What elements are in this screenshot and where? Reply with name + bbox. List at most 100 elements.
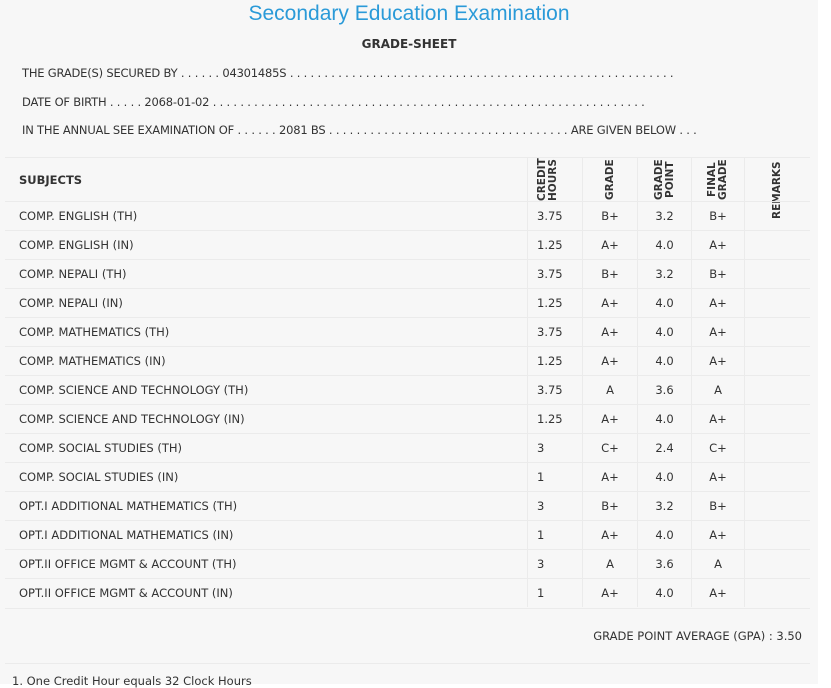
table-cell: A — [691, 550, 744, 578]
table-cell: A+ — [691, 521, 744, 549]
table-cell: 4.0 — [637, 405, 691, 433]
table-cell: A — [582, 376, 637, 404]
remarks-cell — [744, 260, 810, 288]
table-cell: COMP. MATHEMATICS (TH) — [19, 325, 170, 339]
table-cell: 1.25 — [527, 231, 582, 259]
table-cell: A+ — [582, 289, 637, 317]
grade-table: SUBJECTS CREDIT HOURS GRADE GRADE POINT FINA… — [5, 157, 810, 607]
table-cell: 3 — [527, 550, 582, 578]
column-header-cell: GRADE POINT — [637, 158, 691, 201]
table-cell: A+ — [691, 347, 744, 375]
table-cell: 3.6 — [637, 376, 691, 404]
table-cell: 4.0 — [637, 231, 691, 259]
table-cell: 3.75 — [527, 260, 582, 288]
remarks-cell — [744, 550, 810, 578]
remarks-cell — [744, 405, 810, 433]
remarks-cell — [744, 376, 810, 404]
table-row: OPT.II OFFICE MGMT & ACCOUNT (IN) 1 A+ 4.0 A… — [5, 578, 810, 607]
table-cell: OPT.I ADDITIONAL MATHEMATICS (TH) — [19, 499, 238, 513]
table-row: COMP. SCIENCE AND TECHNOLOGY (IN) 1.25 A+ 4… — [5, 404, 810, 433]
table-cell: COMP. NEPALI (TH) — [19, 267, 127, 281]
table-row: COMP. NEPALI (TH) 3.75 B+ 3.2 B+ — [5, 259, 810, 288]
remarks-cell — [744, 318, 810, 346]
remarks-cell — [744, 289, 810, 317]
table-cell: 3.2 — [637, 260, 691, 288]
table-cell: B+ — [691, 202, 744, 230]
column-header: SUBJECTS — [19, 172, 83, 187]
column-header: CREDIT HOURS — [536, 157, 559, 201]
gpa: GRADE POINT AVERAGE (GPA) : 3.50 — [593, 629, 802, 643]
table-cell: 3.75 — [527, 376, 582, 404]
table-row: COMP. ENGLISH (TH) 3.75 B+ 3.2 B+ — [5, 201, 810, 230]
table-cell: A — [582, 550, 637, 578]
table-cell: B+ — [582, 492, 637, 520]
table-cell: COMP. SOCIAL STUDIES (IN) — [19, 470, 179, 484]
column-header: GRADE POINT — [652, 159, 676, 200]
table-cell: 4.0 — [637, 289, 691, 317]
table-cell: A+ — [582, 579, 637, 607]
table-cell: A+ — [691, 231, 744, 259]
note: 1. One Credit Hour equals 32 Clock Hours — [12, 674, 252, 688]
table-cell: 4.0 — [637, 347, 691, 375]
table-cell: A+ — [691, 289, 744, 317]
gpa-row: GRADE POINT AVERAGE (GPA) : 3.50 — [5, 608, 810, 664]
table-cell: A+ — [691, 318, 744, 346]
table-cell: 1.25 — [527, 405, 582, 433]
title: Secondary Education Examination — [248, 2, 570, 25]
table-row: COMP. MATHEMATICS (TH) 3.75 A+ 4.0 A+ — [5, 317, 810, 346]
table-cell: 3.2 — [637, 202, 691, 230]
column-header-cell: REMARKS — [744, 158, 810, 219]
table-row: OPT.I ADDITIONAL MATHEMATICS (IN) 1 A+ 4.0 A… — [5, 520, 810, 549]
table-cell: B+ — [691, 492, 744, 520]
remarks-cell — [744, 492, 810, 520]
table-cell: 3.75 — [527, 202, 582, 230]
table-cell: 4.0 — [637, 579, 691, 607]
table-cell: OPT.II OFFICE MGMT & ACCOUNT (IN) — [19, 586, 233, 600]
table-cell: A+ — [691, 579, 744, 607]
table-row: COMP. SCIENCE AND TECHNOLOGY (TH) 3.75 A 3.… — [5, 375, 810, 404]
table-cell: COMP. ENGLISH (IN) — [19, 238, 134, 252]
remarks-cell — [744, 434, 810, 462]
table-cell: B+ — [582, 202, 637, 230]
table-cell: COMP. NEPALI (IN) — [19, 296, 123, 310]
table-cell: A+ — [582, 318, 637, 346]
column-header: FINAL GRADE — [706, 159, 729, 200]
table-cell: OPT.II OFFICE MGMT & ACCOUNT (TH) — [19, 557, 237, 571]
remarks-cell — [744, 347, 810, 375]
table-cell: A+ — [691, 405, 744, 433]
info-line: THE GRADE(S) SECURED BY . . . . . . 0430… — [22, 66, 674, 80]
table-cell: COMP. SCIENCE AND TECHNOLOGY (TH) — [19, 383, 249, 397]
header-row: SUBJECTS CREDIT HOURS GRADE GRADE POINT FINA… — [5, 157, 810, 219]
table-cell: A+ — [582, 231, 637, 259]
table-cell: OPT.I ADDITIONAL MATHEMATICS (IN) — [19, 528, 234, 542]
remarks-cell — [744, 463, 810, 491]
table-row: COMP. SOCIAL STUDIES (TH) 3 C+ 2.4 C+ — [5, 433, 810, 462]
table-cell: A+ — [582, 347, 637, 375]
table-cell: COMP. MATHEMATICS (IN) — [19, 354, 166, 368]
remarks-cell — [744, 231, 810, 259]
table-cell: 1 — [527, 579, 582, 607]
table-cell: 3 — [527, 492, 582, 520]
table-cell: A+ — [582, 521, 637, 549]
column-header: GRADE — [603, 159, 616, 200]
table-cell: 3.2 — [637, 492, 691, 520]
column-header-cell: FINAL GRADE — [691, 158, 744, 201]
table-cell: COMP. ENGLISH (TH) — [19, 209, 138, 223]
remarks-cell — [744, 579, 810, 607]
info-line: DATE OF BIRTH . . . . . 2068-01-02 . . .… — [22, 95, 645, 109]
table-cell: 3.6 — [637, 550, 691, 578]
column-header-cell: GRADE — [582, 158, 637, 201]
table-row: COMP. ENGLISH (IN) 1.25 A+ 4.0 A+ — [5, 230, 810, 259]
table-cell: C+ — [691, 434, 744, 462]
table-row: COMP. SOCIAL STUDIES (IN) 1 A+ 4.0 A+ — [5, 462, 810, 491]
table-cell: 1.25 — [527, 347, 582, 375]
remarks-cell — [744, 202, 810, 230]
table-cell: 4.0 — [637, 318, 691, 346]
table-cell: 2.4 — [637, 434, 691, 462]
remarks-cell — [744, 521, 810, 549]
column-header-cell: CREDIT HOURS — [527, 158, 582, 201]
info-line: IN THE ANNUAL SEE EXAMINATION OF . . . .… — [22, 123, 697, 137]
table-cell: COMP. SCIENCE AND TECHNOLOGY (IN) — [19, 412, 245, 426]
table-row: OPT.I ADDITIONAL MATHEMATICS (TH) 3 B+ 3.2 B… — [5, 491, 810, 520]
